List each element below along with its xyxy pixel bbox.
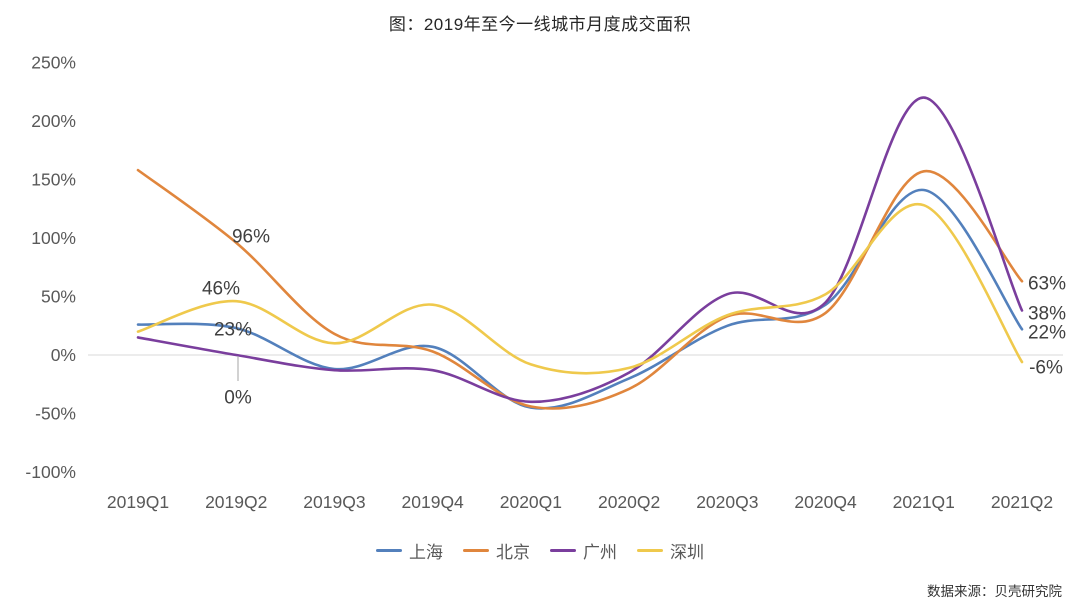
chart-title: 图：2019年至今一线城市月度成交面积 [388, 15, 692, 34]
x-axis-tick: 2019Q1 [107, 492, 169, 512]
data-label: 96% [232, 227, 270, 248]
data-label: 63% [1028, 274, 1066, 295]
legend-item-shenzhen: 深圳 [637, 538, 704, 563]
x-axis-tick: 2021Q1 [893, 492, 955, 512]
legend-label: 广州 [583, 543, 617, 562]
y-axis-tick: 200% [31, 111, 76, 131]
legend-item-guangzhou: 广州 [550, 538, 617, 563]
legend-line-marker-icon [376, 549, 402, 552]
series-line-guangzhou [136, 96, 1024, 404]
legend-label: 北京 [496, 543, 530, 562]
legend-line-marker-icon [463, 549, 489, 552]
x-axis-tick: 2020Q1 [500, 492, 562, 512]
x-axis-tick: 2020Q2 [598, 492, 660, 512]
data-label: -6% [1029, 358, 1063, 379]
y-axis-tick: -100% [25, 462, 76, 482]
data-label: 23% [214, 320, 252, 341]
y-axis-tick: 50% [41, 287, 76, 307]
y-axis-tick: 150% [31, 170, 76, 190]
series-line-shenzhen [136, 202, 1024, 375]
x-axis-tick: 2019Q4 [402, 492, 465, 512]
data-label: 38% [1028, 304, 1066, 325]
series-line-shanghai [136, 188, 1024, 410]
data-label: 46% [202, 279, 240, 300]
data-label: 22% [1028, 323, 1066, 344]
legend-label: 深圳 [670, 543, 704, 562]
legend-item-shanghai: 上海 [376, 538, 443, 563]
y-axis-tick: -50% [35, 404, 76, 424]
source-note: 数据来源：贝壳研究院 [927, 584, 1062, 599]
x-axis-tick: 2019Q3 [303, 492, 365, 512]
y-axis-tick: 250% [31, 53, 76, 73]
legend-item-beijing: 北京 [463, 538, 530, 563]
data-label: 0% [224, 388, 252, 409]
legend-line-marker-icon [637, 549, 663, 552]
legend: 上海 北京 广州 深圳 [0, 538, 1080, 563]
legend-label: 上海 [409, 543, 443, 562]
y-axis-tick: 0% [51, 345, 76, 365]
series-line-beijing [136, 168, 1024, 410]
x-axis-tick: 2020Q4 [794, 492, 857, 512]
x-axis-tick: 2020Q3 [696, 492, 758, 512]
legend-line-marker-icon [550, 549, 576, 552]
y-axis-tick: 100% [31, 228, 76, 248]
x-axis-tick: 2021Q2 [991, 492, 1053, 512]
x-axis-tick: 2019Q2 [205, 492, 267, 512]
